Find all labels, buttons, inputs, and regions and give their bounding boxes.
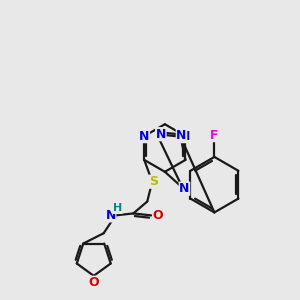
Text: H: H (113, 203, 122, 214)
Text: N: N (139, 130, 149, 142)
Text: S: S (149, 175, 158, 188)
Text: N: N (179, 182, 190, 195)
Text: O: O (153, 209, 164, 222)
Text: O: O (88, 276, 99, 289)
Text: F: F (210, 129, 219, 142)
Text: N: N (156, 128, 166, 141)
Text: N: N (105, 209, 116, 222)
Text: N: N (180, 130, 190, 142)
Text: N: N (176, 129, 187, 142)
